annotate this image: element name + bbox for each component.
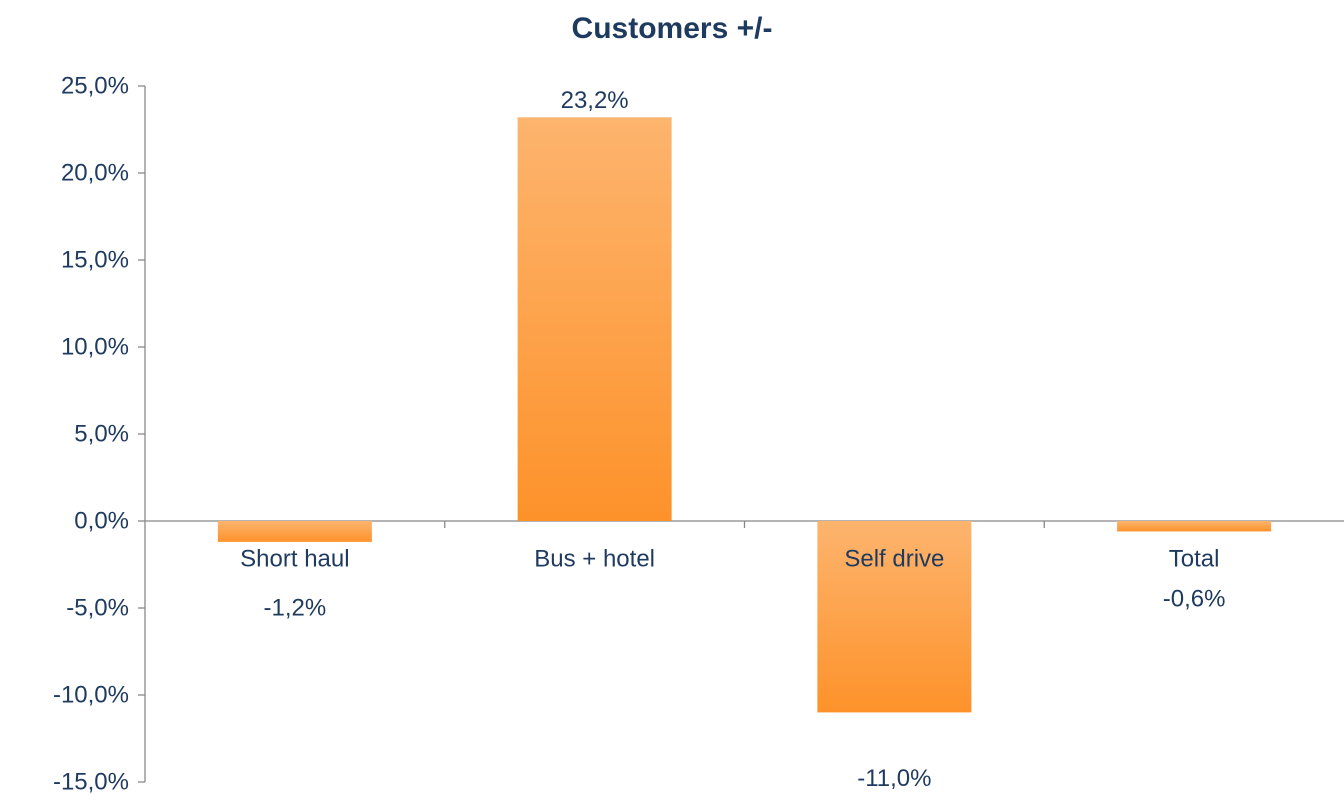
y-tick-label: 15,0%	[61, 247, 129, 274]
category-label: Bus + hotel	[534, 546, 655, 573]
y-tick-label: 10,0%	[61, 334, 129, 361]
y-tick-label: -15,0%	[53, 769, 129, 794]
y-axis: 25,0% 20,0% 15,0% 10,0% 5,0% 0,0% -5,0% -10,0% -…	[53, 73, 146, 794]
category-label: Total	[1169, 546, 1220, 573]
data-labels: -1,2% 23,2% -11,0% -0,6%	[264, 87, 1226, 792]
y-tick-label: 0,0%	[74, 508, 129, 535]
bar	[1117, 521, 1272, 532]
category-labels: Short haul Bus + hotel Self drive Total	[240, 546, 1219, 573]
y-tick-label: -5,0%	[66, 595, 129, 622]
bar	[217, 521, 372, 542]
chart-title: Customers +/-	[571, 12, 773, 45]
data-label: -0,6%	[1163, 586, 1226, 613]
y-tick-label: 5,0%	[74, 421, 129, 448]
data-label: 23,2%	[561, 87, 629, 114]
data-label: -11,0%	[857, 765, 931, 792]
category-label: Self drive	[844, 546, 944, 573]
category-label: Short haul	[240, 546, 349, 573]
y-tick-label: 25,0%	[61, 73, 129, 100]
bar	[517, 117, 672, 521]
bar	[817, 521, 972, 713]
y-tick-label: 20,0%	[61, 160, 129, 187]
y-tick-label: -10,0%	[53, 682, 129, 709]
bars	[217, 117, 1272, 713]
data-label: -1,2%	[264, 594, 327, 621]
